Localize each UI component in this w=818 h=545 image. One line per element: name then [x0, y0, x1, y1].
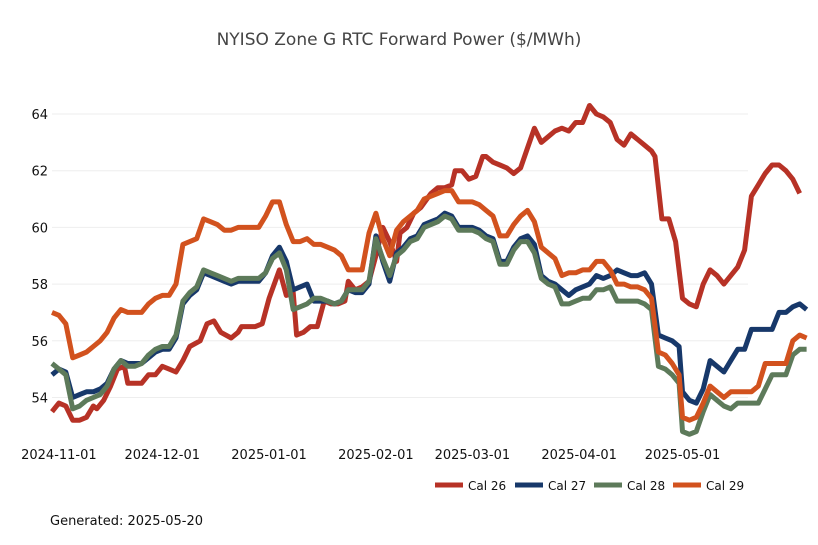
x-axis-ticks: 2024-11-01 2024-12-01 2025-01-01 2025-02-01… [21, 448, 720, 463]
x-tick-label: 2025-01-01 [231, 448, 307, 463]
y-tick-label: 58 [31, 278, 48, 293]
legend: Cal 26 Cal 27 Cal 28 Cal 29 [435, 479, 744, 493]
y-tick-label: 60 [31, 221, 48, 236]
series-line-cal-29 [51, 188, 808, 423]
y-axis-ticks: 54 56 58 60 62 64 [31, 108, 48, 406]
x-tick-label: 2024-12-01 [124, 448, 200, 463]
x-tick-label: 2025-04-01 [541, 448, 617, 463]
plot-area [50, 103, 809, 437]
series-line-cal-26 [50, 103, 802, 423]
generated-footnote: Generated: 2025-05-20 [50, 514, 203, 529]
y-tick-label: 54 [31, 391, 48, 406]
y-tick-label: 64 [31, 108, 48, 123]
x-tick-label: 2024-11-01 [21, 448, 97, 463]
legend-label: Cal 27 [548, 479, 586, 493]
legend-label: Cal 28 [627, 479, 665, 493]
x-tick-label: 2025-05-01 [645, 448, 721, 463]
y-tick-label: 56 [31, 335, 48, 350]
chart-title: NYISO Zone G RTC Forward Power ($/MWh) [217, 30, 582, 50]
gridlines [52, 113, 748, 398]
x-tick-label: 2025-02-01 [338, 448, 414, 463]
legend-label: Cal 29 [706, 479, 744, 493]
y-tick-label: 62 [31, 165, 48, 180]
legend-label: Cal 26 [468, 479, 506, 493]
x-tick-label: 2025-03-01 [435, 448, 511, 463]
